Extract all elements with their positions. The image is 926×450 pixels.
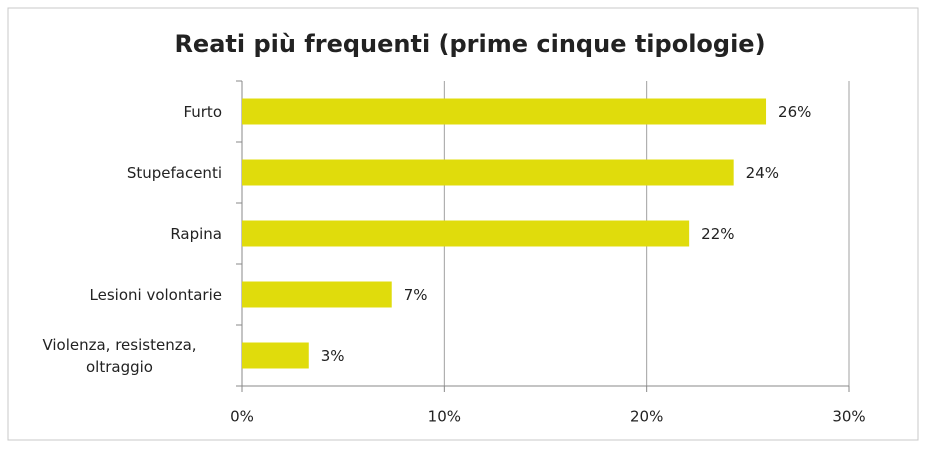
- bar: [242, 342, 309, 369]
- category-box: Violenza, resistenza, oltraggio: [7, 325, 222, 386]
- bar: [242, 220, 690, 247]
- data-label: 3%: [321, 347, 345, 365]
- bar: [242, 281, 392, 308]
- y-tick-label: Violenza, resistenza, oltraggio: [42, 335, 197, 376]
- category-box: Furto: [7, 81, 222, 142]
- y-tick-label: Furto: [183, 102, 222, 121]
- x-tick-label: 30%: [832, 408, 865, 426]
- data-label: 26%: [778, 103, 811, 121]
- category-box: Rapina: [7, 203, 222, 264]
- x-tick-label: 0%: [230, 408, 254, 426]
- x-tick-label: 20%: [630, 408, 663, 426]
- data-label: 22%: [701, 225, 734, 243]
- chart-title: Reati più frequenti (prime cinque tipolo…: [174, 30, 765, 58]
- bar: [242, 159, 734, 186]
- y-tick-label: Rapina: [170, 224, 222, 243]
- category-box: Lesioni volontarie: [7, 264, 222, 325]
- data-label: 24%: [746, 164, 779, 182]
- bar: [242, 98, 767, 125]
- x-tick-label: 10%: [428, 408, 461, 426]
- category-box: Stupefacenti: [7, 142, 222, 203]
- data-label: 7%: [404, 286, 428, 304]
- y-tick-label: Lesioni volontarie: [89, 285, 222, 304]
- y-tick-label: Stupefacenti: [126, 163, 222, 182]
